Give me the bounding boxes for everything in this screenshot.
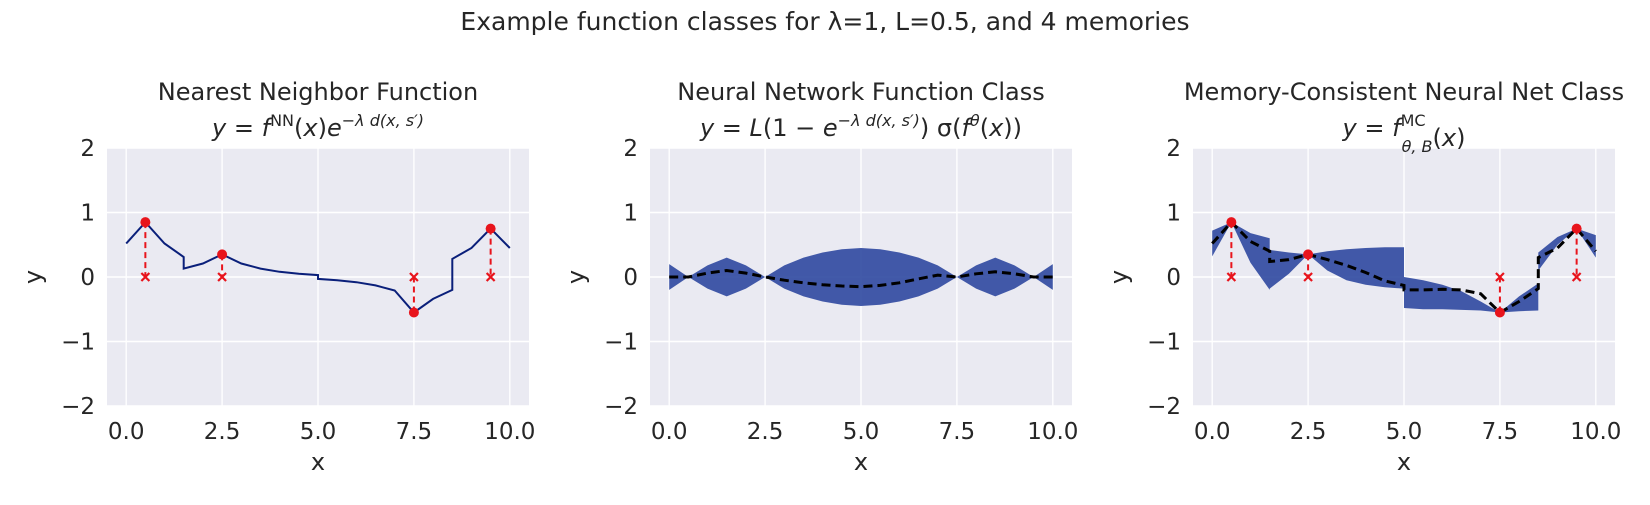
- panel-formula: y = fMC θ, B(x): [1342, 111, 1466, 156]
- panel-3: 0.0 2.5 5.0 7.5 10.0 −2 −1 0 1 2 Memory-Consistent…: [1105, 78, 1624, 476]
- x-tick-label: 0.0: [108, 419, 145, 445]
- mean-line: [669, 268, 1053, 289]
- nn-line: [125, 220, 511, 314]
- y-tick-label: −1: [604, 330, 638, 356]
- y-tick-label: −2: [61, 394, 95, 420]
- memory-target-marker: [485, 272, 496, 282]
- memory-target-marker: [1226, 272, 1237, 282]
- x-tick-label: 2.5: [1290, 419, 1327, 445]
- y-tick-label: 1: [1166, 201, 1181, 227]
- x-tick-label: 10.0: [1027, 419, 1078, 445]
- memory-target-marker: [1303, 272, 1313, 282]
- y-axis-label: y: [19, 270, 47, 284]
- y-tick-label: 0: [1166, 265, 1181, 291]
- memory-point: [1303, 249, 1314, 260]
- y-tick-label: 1: [623, 201, 638, 227]
- y-tick-label: 0: [80, 265, 95, 291]
- x-tick-label: 0.0: [651, 419, 688, 445]
- memory-point: [1226, 217, 1237, 228]
- y-tick-label: −2: [1147, 394, 1181, 420]
- y-tick-label: 2: [1166, 136, 1181, 162]
- x-tick-label: 10.0: [484, 419, 535, 445]
- x-tick-label: 7.5: [1482, 419, 1519, 445]
- memory-target-marker: [140, 272, 151, 282]
- y-tick-label: 0: [623, 265, 638, 291]
- uncertainty-band: [1212, 222, 1596, 313]
- x-tick-label: 5.0: [843, 419, 880, 445]
- y-tick-label: 1: [80, 201, 95, 227]
- panel-1: 0.0 2.5 5.0 7.5 10.0 −2 −1 0 1 2 Nearest Neighbor …: [19, 78, 535, 476]
- memory-point: [217, 249, 228, 260]
- memory-point: [140, 217, 151, 228]
- x-tick-label: 7.5: [939, 419, 976, 445]
- mean-line: [1211, 220, 1597, 315]
- figure-title: Example function classes for λ=1, L=0.5,…: [460, 7, 1189, 36]
- memory-target-marker: [409, 272, 419, 282]
- x-axis-label: x: [854, 448, 868, 476]
- memory-point: [1571, 223, 1582, 234]
- x-tick-label: 10.0: [1570, 419, 1621, 445]
- panel-title: Neural Network Function Class: [677, 78, 1045, 106]
- y-tick-label: 2: [623, 136, 638, 162]
- uncertainty-band: [669, 248, 1053, 306]
- panel-2: 0.0 2.5 5.0 7.5 10.0 −2 −1 0 1 2 Neural Network Fu…: [562, 78, 1078, 476]
- memory-target-marker: [1571, 272, 1582, 282]
- memory-target-marker: [1495, 272, 1505, 282]
- y-tick-label: 2: [80, 136, 95, 162]
- x-tick-label: 5.0: [1386, 419, 1423, 445]
- y-tick-label: −1: [1147, 330, 1181, 356]
- memory-point: [408, 307, 419, 318]
- memory-point: [485, 223, 496, 234]
- y-tick-label: −2: [604, 394, 638, 420]
- panel-formula: y = fNN(x)e−λ d(x, s′): [211, 111, 424, 142]
- y-axis-label: y: [562, 270, 590, 284]
- memory-point: [1494, 307, 1505, 318]
- x-axis-label: x: [1397, 448, 1411, 476]
- panel-title: Nearest Neighbor Function: [158, 78, 478, 106]
- x-tick-label: 0.0: [1194, 419, 1231, 445]
- x-tick-label: 7.5: [396, 419, 433, 445]
- y-axis-label: y: [1105, 270, 1133, 284]
- memory-target-marker: [217, 272, 227, 282]
- y-tick-label: −1: [61, 330, 95, 356]
- panel-title: Memory-Consistent Neural Net Class: [1184, 78, 1624, 106]
- x-tick-label: 2.5: [747, 419, 784, 445]
- x-tick-label: 2.5: [204, 419, 241, 445]
- panel-formula: y = L(1 − e−λ d(x, s′)) σ(fθ(x)): [699, 111, 1022, 142]
- x-tick-label: 5.0: [300, 419, 337, 445]
- x-axis-label: x: [311, 448, 325, 476]
